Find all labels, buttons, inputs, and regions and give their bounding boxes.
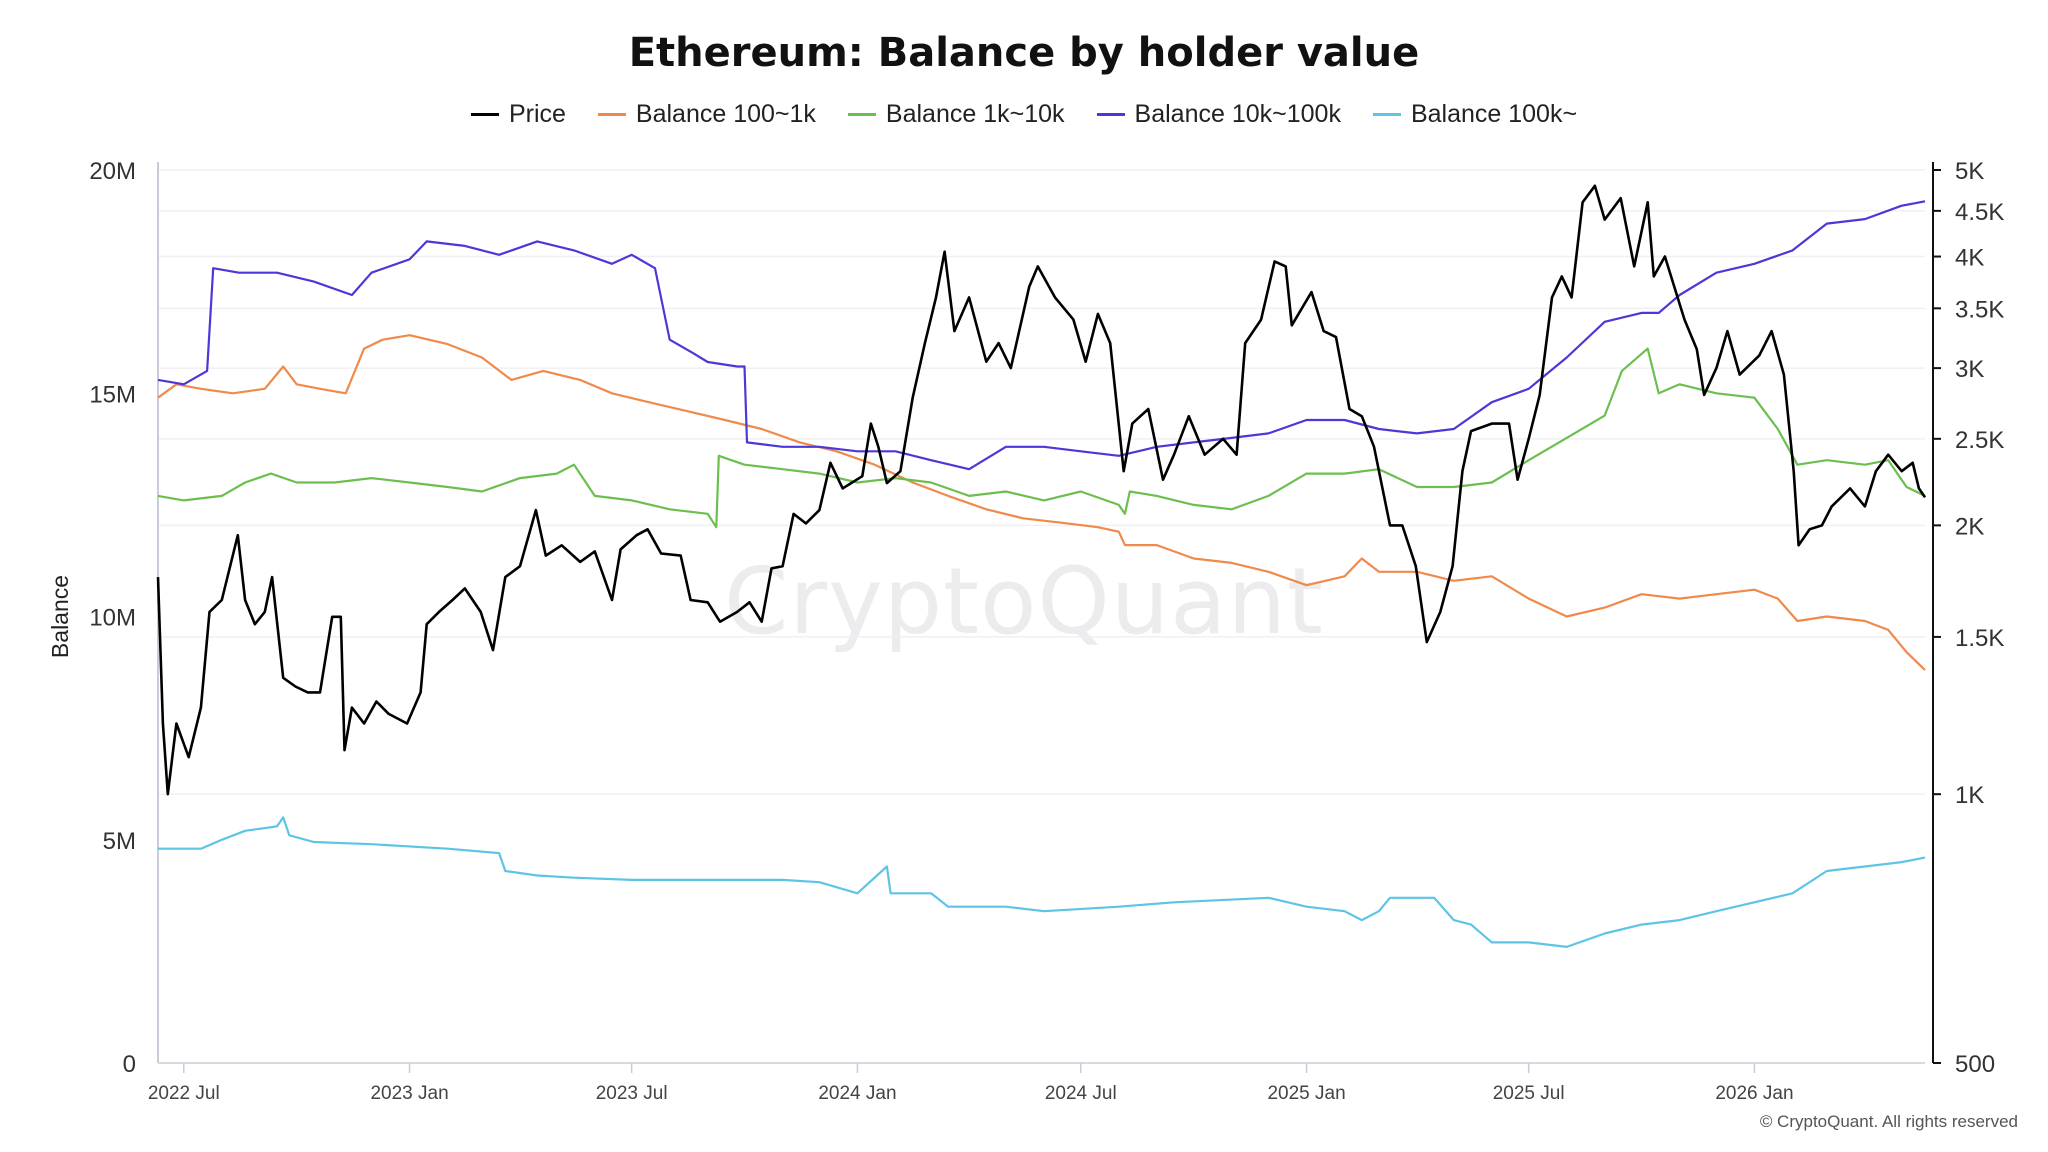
y-right-tick-label: 5K bbox=[1955, 158, 1984, 185]
y-right-tick-label: 1K bbox=[1955, 782, 1984, 809]
legend-label: Balance 100~1k bbox=[635, 100, 816, 128]
x-tick-label: 2025 Jan bbox=[1267, 1083, 1345, 1104]
legend-label: Price bbox=[508, 100, 566, 128]
legend-swatch bbox=[1096, 113, 1125, 116]
x-tick-label: 2026 Jan bbox=[1715, 1083, 1793, 1104]
legend-item[interactable]: Balance 100k~ bbox=[1372, 100, 1578, 129]
series-line-balance-100-1k bbox=[157, 334, 1926, 671]
y-right-tick-label: 3K bbox=[1955, 356, 1984, 383]
legend-label: Balance 10k~100k bbox=[1134, 100, 1341, 128]
y-right-tick-label: 500 bbox=[1955, 1051, 1995, 1078]
x-tick-label: 2025 Jul bbox=[1493, 1083, 1565, 1104]
legend-item[interactable]: Balance 100~1k bbox=[597, 100, 816, 129]
legend-swatch bbox=[470, 113, 499, 116]
y-left-tick-label: 5M bbox=[103, 828, 136, 855]
x-tick-label: 2024 Jan bbox=[818, 1083, 896, 1104]
chart-title: Ethereum: Balance by holder value bbox=[628, 30, 1420, 76]
y-right-tick-label: 2K bbox=[1955, 513, 1984, 540]
y-right-tick-label: 3.5K bbox=[1955, 296, 2004, 323]
legend-swatch bbox=[847, 113, 876, 116]
x-tick-label: 2023 Jan bbox=[370, 1083, 448, 1104]
series-line-balance-10k-100k bbox=[157, 200, 1926, 471]
chart-legend: Price Balance 100~1k Balance 1k~10k Balance… bbox=[0, 100, 2048, 129]
legend-swatch bbox=[597, 113, 626, 116]
y-right-tick-label: 4.5K bbox=[1955, 199, 2004, 226]
legend-label: Balance 100k~ bbox=[1410, 100, 1578, 128]
series-line-balance-100k- bbox=[158, 816, 1926, 948]
copyright-notice: © CryptoQuant. All rights reserved bbox=[1759, 1112, 2018, 1131]
legend-item[interactable]: Price bbox=[470, 100, 566, 129]
y-left-tick-label: 20M bbox=[89, 158, 136, 185]
series-line-price bbox=[156, 184, 1927, 796]
legend-label: Balance 1k~10k bbox=[885, 100, 1065, 128]
legend-item[interactable]: Balance 1k~10k bbox=[847, 100, 1065, 129]
y-right-tick-label: 1.5K bbox=[1955, 625, 2004, 652]
x-tick-label: 2023 Jul bbox=[596, 1083, 668, 1104]
y-right-tick-label: 4K bbox=[1955, 245, 1984, 272]
legend-item[interactable]: Balance 10k~100k bbox=[1096, 100, 1341, 129]
y-left-tick-label: 10M bbox=[89, 605, 136, 632]
y-axis-label: Balance bbox=[47, 575, 73, 658]
y-left-tick-label: 0 bbox=[123, 1051, 136, 1078]
x-tick-label: 2022 Jul bbox=[148, 1083, 220, 1104]
series-line-balance-1k-10k bbox=[157, 347, 1926, 529]
x-tick-label: 2024 Jul bbox=[1045, 1083, 1117, 1104]
y-left-tick-label: 15M bbox=[89, 381, 136, 408]
legend-swatch bbox=[1372, 113, 1401, 116]
y-right-tick-label: 2.5K bbox=[1955, 427, 2004, 454]
